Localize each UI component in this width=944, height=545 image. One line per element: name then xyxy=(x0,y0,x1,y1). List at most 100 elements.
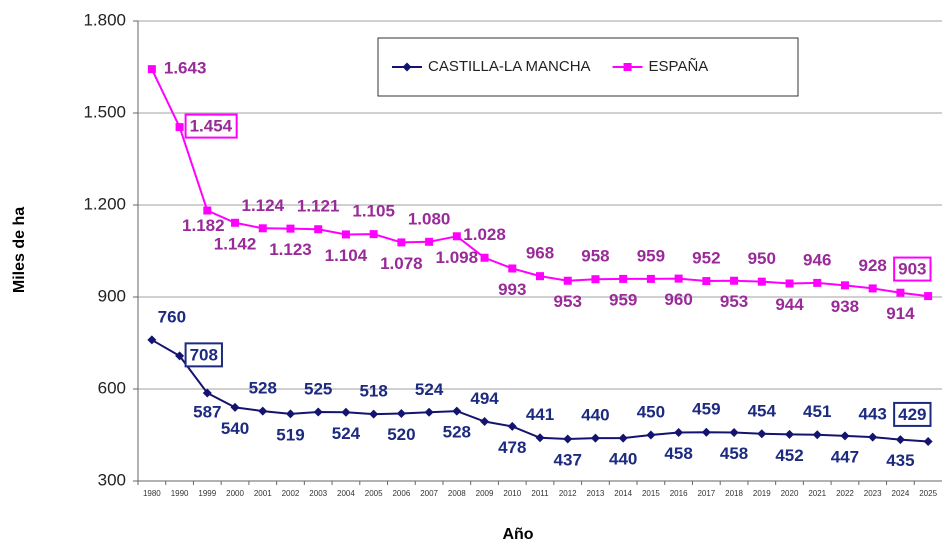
data-label: 440 xyxy=(581,406,609,425)
data-label: 528 xyxy=(443,423,471,442)
marker xyxy=(508,264,517,273)
x-tick-label: 2015 xyxy=(642,489,660,498)
marker xyxy=(286,224,295,233)
marker xyxy=(785,279,794,288)
x-tick-label: 2022 xyxy=(836,489,854,498)
marker xyxy=(646,430,656,440)
label-box xyxy=(893,401,932,427)
x-tick-label: 2021 xyxy=(808,489,826,498)
marker xyxy=(480,253,489,262)
data-label: 1.105 xyxy=(352,202,395,221)
marker xyxy=(369,409,379,419)
x-axis-label: Año xyxy=(502,526,533,543)
marker xyxy=(258,406,268,416)
data-label: 958 xyxy=(581,247,609,266)
y-tick-label: 300 xyxy=(98,470,126,489)
x-tick-label: 1980 xyxy=(143,489,161,498)
y-tick-label: 600 xyxy=(98,378,126,397)
data-label: 525 xyxy=(304,379,332,398)
y-tick-label: 1.200 xyxy=(83,194,126,213)
data-label: 458 xyxy=(720,444,748,463)
legend-label: ESPAÑA xyxy=(649,58,709,75)
x-tick-label: 2006 xyxy=(392,489,410,498)
marker xyxy=(202,388,212,398)
marker xyxy=(563,276,572,285)
x-tick-label: 2018 xyxy=(725,489,743,498)
marker xyxy=(231,218,240,227)
data-label: 494 xyxy=(470,389,499,408)
marker xyxy=(507,421,517,431)
x-tick-label: 2012 xyxy=(559,489,577,498)
data-label: 587 xyxy=(193,402,221,421)
marker xyxy=(535,433,545,443)
data-label: 524 xyxy=(332,424,361,443)
data-label: 528 xyxy=(249,379,277,398)
data-label: 914 xyxy=(886,304,915,323)
x-tick-label: 2014 xyxy=(614,489,632,498)
x-tick-label: 1999 xyxy=(198,489,216,498)
legend-box xyxy=(377,37,799,97)
marker xyxy=(701,427,711,437)
data-label: 1.098 xyxy=(436,248,479,267)
marker xyxy=(285,409,295,419)
data-label: 953 xyxy=(554,292,582,311)
data-label: 451 xyxy=(803,402,831,421)
marker xyxy=(702,277,711,286)
marker xyxy=(674,428,684,438)
marker xyxy=(868,284,877,293)
x-tick-label: 2005 xyxy=(365,489,383,498)
marker xyxy=(424,407,434,417)
marker xyxy=(813,278,822,287)
data-label: 903 xyxy=(898,260,926,279)
marker xyxy=(369,230,378,239)
data-label: 1.121 xyxy=(297,197,340,216)
label-box xyxy=(184,342,223,368)
marker xyxy=(341,230,350,239)
marker xyxy=(425,237,434,246)
y-axis-label: Miles de ha xyxy=(11,207,28,293)
x-tick-label: 2020 xyxy=(781,489,799,498)
legend-marker xyxy=(402,62,412,72)
data-label: 440 xyxy=(609,450,637,469)
x-tick-label: 1990 xyxy=(171,489,189,498)
x-tick-label: 2011 xyxy=(531,489,549,498)
x-tick-label: 2025 xyxy=(919,489,937,498)
x-tick-label: 2016 xyxy=(670,489,688,498)
marker xyxy=(868,432,878,442)
marker xyxy=(452,232,461,241)
marker xyxy=(591,275,600,284)
marker xyxy=(480,417,490,427)
data-label: 443 xyxy=(859,405,887,424)
marker xyxy=(147,335,157,345)
x-tick-label: 2017 xyxy=(697,489,715,498)
x-tick-label: 2024 xyxy=(892,489,910,498)
y-tick-label: 1.500 xyxy=(83,102,126,121)
marker xyxy=(757,277,766,286)
x-tick-label: 2007 xyxy=(420,489,438,498)
data-label: 760 xyxy=(158,307,186,326)
data-label: 1.454 xyxy=(190,117,233,136)
x-tick-label: 2009 xyxy=(476,489,494,498)
marker xyxy=(314,225,323,234)
x-tick-label: 2023 xyxy=(864,489,882,498)
data-label: 708 xyxy=(190,345,218,364)
marker xyxy=(923,436,933,446)
data-label: 437 xyxy=(554,450,582,469)
data-label: 938 xyxy=(831,297,859,316)
data-label: 458 xyxy=(664,444,692,463)
x-tick-label: 2003 xyxy=(309,489,327,498)
y-tick-label: 900 xyxy=(98,286,126,305)
data-label: 959 xyxy=(609,290,637,309)
marker xyxy=(175,351,185,361)
marker xyxy=(313,407,323,417)
data-label: 518 xyxy=(359,382,387,401)
marker xyxy=(730,276,739,285)
data-label: 459 xyxy=(692,400,720,419)
x-tick-label: 2004 xyxy=(337,489,355,498)
x-tick-label: 2008 xyxy=(448,489,466,498)
marker xyxy=(896,288,905,297)
data-label: 478 xyxy=(498,438,526,457)
marker xyxy=(840,281,849,290)
data-label: 1.123 xyxy=(269,240,312,259)
